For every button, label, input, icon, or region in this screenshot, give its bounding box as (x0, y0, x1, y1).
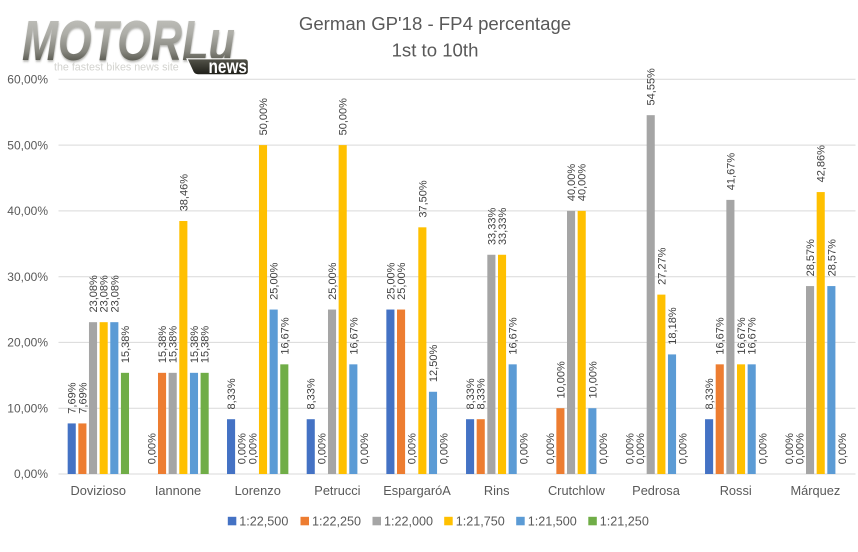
svg-text:37,50%: 37,50% (417, 180, 429, 218)
svg-text:0,00%: 0,00% (837, 433, 849, 464)
svg-text:news: news (209, 56, 248, 78)
svg-text:8,33%: 8,33% (306, 378, 318, 409)
svg-text:20,00%: 20,00% (7, 336, 48, 350)
svg-text:15,38%: 15,38% (189, 326, 201, 364)
svg-text:0,00%: 0,00% (14, 467, 48, 481)
svg-text:EspargaróA: EspargaróA (383, 483, 451, 498)
svg-text:0,00%: 0,00% (237, 433, 249, 464)
svg-text:0,00%: 0,00% (316, 433, 328, 464)
svg-text:10,00%: 10,00% (587, 361, 599, 399)
svg-text:0,00%: 0,00% (624, 433, 636, 464)
svg-text:Iannone: Iannone (155, 483, 201, 498)
svg-text:27,27%: 27,27% (656, 247, 668, 285)
svg-text:42,86%: 42,86% (816, 145, 828, 183)
svg-text:1:21,750: 1:21,750 (456, 514, 505, 528)
svg-text:12,50%: 12,50% (428, 345, 440, 383)
svg-text:15,38%: 15,38% (168, 326, 180, 364)
svg-text:40,00%: 40,00% (577, 164, 589, 202)
svg-text:25,00%: 25,00% (385, 262, 397, 300)
svg-text:15,38%: 15,38% (200, 326, 212, 364)
svg-text:50,00%: 50,00% (7, 138, 48, 152)
svg-text:1:22,000: 1:22,000 (384, 514, 433, 528)
svg-text:1:22,500: 1:22,500 (239, 514, 288, 528)
svg-text:Rossi: Rossi (720, 483, 752, 498)
svg-text:0,00%: 0,00% (439, 433, 451, 464)
svg-text:8,33%: 8,33% (704, 378, 716, 409)
svg-text:the fastest bikes news site: the fastest bikes news site (54, 62, 179, 74)
svg-text:33,33%: 33,33% (486, 208, 498, 246)
svg-text:54,55%: 54,55% (646, 68, 658, 106)
svg-text:0,00%: 0,00% (247, 433, 259, 464)
svg-text:23,08%: 23,08% (88, 275, 100, 313)
svg-text:25,00%: 25,00% (269, 262, 281, 300)
svg-text:25,00%: 25,00% (396, 262, 408, 300)
svg-text:8,33%: 8,33% (476, 378, 488, 409)
svg-text:50,00%: 50,00% (338, 98, 350, 136)
svg-text:38,46%: 38,46% (178, 174, 190, 212)
svg-text:0,00%: 0,00% (359, 433, 371, 464)
svg-text:25,00%: 25,00% (327, 262, 339, 300)
svg-text:40,00%: 40,00% (566, 164, 578, 202)
svg-text:0,00%: 0,00% (146, 433, 158, 464)
svg-text:1st to 10th: 1st to 10th (392, 40, 479, 61)
svg-text:1:22,250: 1:22,250 (312, 514, 361, 528)
svg-text:10,00%: 10,00% (7, 401, 48, 415)
svg-text:0,00%: 0,00% (598, 433, 610, 464)
svg-text:16,67%: 16,67% (715, 317, 727, 355)
svg-text:16,67%: 16,67% (508, 317, 520, 355)
svg-text:40,00%: 40,00% (7, 204, 48, 218)
svg-text:28,57%: 28,57% (826, 239, 838, 277)
svg-text:Dovizioso: Dovizioso (71, 483, 126, 498)
svg-text:18,18%: 18,18% (667, 307, 679, 345)
svg-text:8,33%: 8,33% (465, 378, 477, 409)
svg-text:23,08%: 23,08% (99, 275, 111, 313)
svg-text:60,00%: 60,00% (7, 73, 48, 87)
svg-text:8,33%: 8,33% (226, 378, 238, 409)
svg-text:0,00%: 0,00% (518, 433, 530, 464)
svg-text:Lorenzo: Lorenzo (235, 483, 281, 498)
svg-text:16,67%: 16,67% (736, 317, 748, 355)
svg-text:Pedrosa: Pedrosa (632, 483, 681, 498)
svg-text:1:21,500: 1:21,500 (528, 514, 577, 528)
svg-text:Crutchlow: Crutchlow (548, 483, 606, 498)
svg-text:0,00%: 0,00% (784, 433, 796, 464)
svg-text:15,38%: 15,38% (120, 326, 132, 364)
svg-text:0,00%: 0,00% (757, 433, 769, 464)
svg-text:10,00%: 10,00% (555, 361, 567, 399)
svg-text:Márquez: Márquez (791, 483, 841, 498)
svg-text:33,33%: 33,33% (497, 208, 509, 246)
svg-text:50,00%: 50,00% (258, 98, 270, 136)
svg-text:7,69%: 7,69% (77, 382, 89, 413)
svg-text:16,67%: 16,67% (348, 317, 360, 355)
svg-text:0,00%: 0,00% (545, 433, 557, 464)
svg-text:23,08%: 23,08% (109, 275, 121, 313)
svg-text:Rins: Rins (484, 483, 510, 498)
svg-text:30,00%: 30,00% (7, 270, 48, 284)
svg-text:16,67%: 16,67% (747, 317, 759, 355)
svg-text:15,38%: 15,38% (157, 326, 169, 364)
svg-text:0,00%: 0,00% (794, 433, 806, 464)
svg-text:0,00%: 0,00% (407, 433, 419, 464)
svg-text:0,00%: 0,00% (678, 433, 690, 464)
svg-text:Petrucci: Petrucci (314, 483, 360, 498)
svg-text:28,57%: 28,57% (805, 239, 817, 277)
svg-text:41,67%: 41,67% (725, 153, 737, 191)
svg-text:German GP'18 - FP4 percentage: German GP'18 - FP4 percentage (299, 13, 571, 34)
svg-text:16,67%: 16,67% (279, 317, 291, 355)
svg-text:0,00%: 0,00% (635, 433, 647, 464)
svg-text:7,69%: 7,69% (67, 382, 79, 413)
svg-text:1:21,250: 1:21,250 (600, 514, 649, 528)
